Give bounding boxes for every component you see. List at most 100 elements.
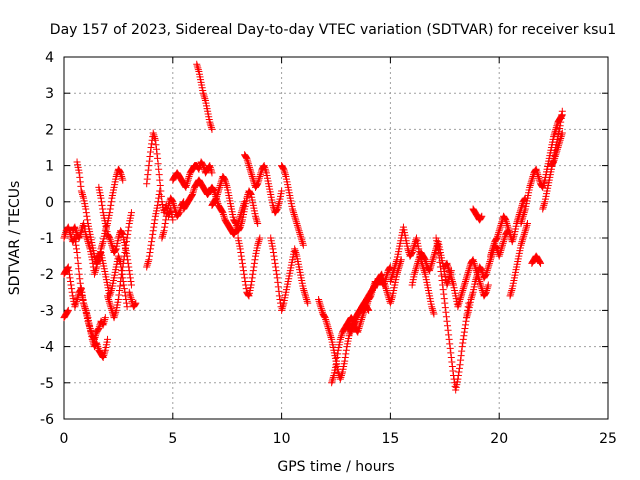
data-point bbox=[145, 252, 153, 260]
data-point bbox=[528, 174, 536, 182]
data-point bbox=[463, 314, 471, 322]
data-point bbox=[118, 270, 126, 278]
data-point bbox=[383, 288, 391, 296]
data-point bbox=[456, 296, 464, 304]
data-point bbox=[216, 183, 224, 191]
data-point bbox=[519, 236, 527, 244]
data-point bbox=[76, 286, 84, 294]
data-point bbox=[519, 234, 527, 242]
data-point bbox=[325, 328, 333, 336]
data-point bbox=[315, 297, 323, 305]
data-point bbox=[154, 201, 162, 209]
data-point bbox=[127, 294, 135, 302]
data-point bbox=[199, 89, 207, 97]
data-point bbox=[253, 216, 261, 224]
data-point bbox=[497, 245, 505, 253]
data-point bbox=[315, 296, 323, 304]
data-point bbox=[384, 290, 392, 298]
data-point bbox=[250, 259, 258, 267]
data-point bbox=[115, 286, 123, 294]
data-point bbox=[98, 243, 106, 251]
data-point bbox=[114, 296, 122, 304]
data-point bbox=[236, 214, 244, 222]
data-point bbox=[380, 277, 388, 285]
data-point bbox=[329, 375, 337, 383]
data-point bbox=[244, 158, 252, 166]
data-point bbox=[449, 367, 457, 375]
data-point bbox=[154, 160, 162, 168]
data-point bbox=[484, 281, 492, 289]
data-point bbox=[126, 290, 134, 298]
data-point bbox=[494, 232, 502, 240]
data-point bbox=[534, 171, 542, 179]
data-point bbox=[421, 268, 429, 276]
data-point bbox=[170, 201, 178, 209]
data-point bbox=[501, 214, 509, 222]
data-point bbox=[255, 238, 263, 246]
data-point bbox=[111, 310, 119, 318]
data-point bbox=[367, 292, 375, 300]
data-point bbox=[278, 305, 286, 313]
data-point bbox=[237, 252, 245, 260]
data-point bbox=[354, 328, 362, 336]
data-point bbox=[553, 145, 561, 153]
data-point bbox=[483, 267, 491, 275]
data-point bbox=[380, 279, 388, 287]
data-point bbox=[386, 264, 394, 272]
data-point bbox=[290, 210, 298, 218]
data-point bbox=[464, 310, 472, 318]
data-point bbox=[61, 232, 69, 240]
data-point bbox=[459, 339, 467, 347]
data-point bbox=[70, 236, 78, 244]
data-point bbox=[249, 174, 257, 182]
data-point bbox=[439, 286, 447, 294]
data-point bbox=[193, 60, 201, 68]
data-point bbox=[464, 270, 472, 278]
data-point bbox=[289, 207, 297, 215]
data-point bbox=[539, 203, 547, 211]
data-point bbox=[447, 349, 455, 357]
data-point bbox=[261, 165, 269, 173]
data-point bbox=[429, 254, 437, 262]
data-point bbox=[123, 234, 131, 242]
data-point bbox=[151, 136, 159, 144]
data-point bbox=[235, 216, 243, 224]
data-point bbox=[234, 221, 242, 229]
data-point bbox=[291, 212, 299, 220]
data-point bbox=[300, 286, 308, 294]
data-point bbox=[74, 254, 82, 262]
data-point bbox=[237, 248, 245, 256]
data-point bbox=[454, 301, 462, 309]
data-point bbox=[411, 267, 419, 275]
data-point bbox=[316, 299, 324, 307]
data-point bbox=[194, 64, 202, 72]
data-point bbox=[465, 267, 473, 275]
data-point bbox=[144, 259, 152, 267]
data-point bbox=[508, 286, 516, 294]
data-point bbox=[273, 270, 281, 278]
data-point bbox=[434, 245, 442, 253]
data-point bbox=[455, 297, 463, 305]
data-point bbox=[412, 236, 420, 244]
x-tick-label: 25 bbox=[599, 431, 617, 447]
data-point bbox=[241, 277, 249, 285]
data-point bbox=[117, 171, 125, 179]
data-point bbox=[518, 201, 526, 209]
data-point bbox=[496, 250, 504, 258]
data-point bbox=[374, 279, 382, 287]
data-point bbox=[127, 281, 135, 289]
data-point bbox=[345, 332, 353, 340]
y-tick-label: 2 bbox=[45, 122, 54, 138]
data-point bbox=[481, 272, 489, 280]
data-point bbox=[143, 175, 151, 183]
data-point bbox=[148, 238, 156, 246]
data-point bbox=[522, 225, 530, 233]
data-point bbox=[118, 229, 126, 237]
data-point bbox=[269, 245, 277, 253]
data-point bbox=[112, 308, 120, 316]
data-point bbox=[439, 281, 447, 289]
data-point bbox=[552, 124, 560, 132]
data-point bbox=[498, 243, 506, 251]
data-point bbox=[101, 348, 109, 356]
data-point bbox=[321, 314, 329, 322]
